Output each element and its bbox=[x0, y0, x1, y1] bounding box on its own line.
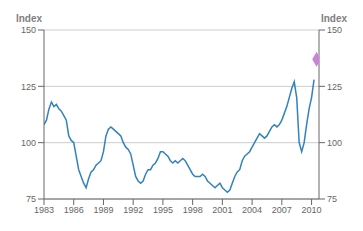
svg-text:1986: 1986 bbox=[64, 205, 84, 215]
svg-text:150: 150 bbox=[327, 25, 342, 35]
svg-text:75: 75 bbox=[327, 194, 337, 204]
svg-text:150: 150 bbox=[21, 25, 36, 35]
svg-text:2004: 2004 bbox=[242, 205, 262, 215]
svg-text:2007: 2007 bbox=[272, 205, 292, 215]
svg-text:1992: 1992 bbox=[123, 205, 143, 215]
svg-text:1989: 1989 bbox=[93, 205, 113, 215]
svg-text:100: 100 bbox=[21, 138, 36, 148]
svg-text:1998: 1998 bbox=[183, 205, 203, 215]
svg-text:2001: 2001 bbox=[212, 205, 232, 215]
svg-text:100: 100 bbox=[327, 138, 342, 148]
svg-text:1995: 1995 bbox=[153, 205, 173, 215]
svg-text:1983: 1983 bbox=[34, 205, 54, 215]
svg-text:2010: 2010 bbox=[302, 205, 322, 215]
svg-text:75: 75 bbox=[26, 194, 36, 204]
svg-text:125: 125 bbox=[21, 82, 36, 92]
svg-text:125: 125 bbox=[327, 82, 342, 92]
svg-text:Index: Index bbox=[321, 13, 348, 24]
svg-text:Index: Index bbox=[16, 13, 43, 24]
